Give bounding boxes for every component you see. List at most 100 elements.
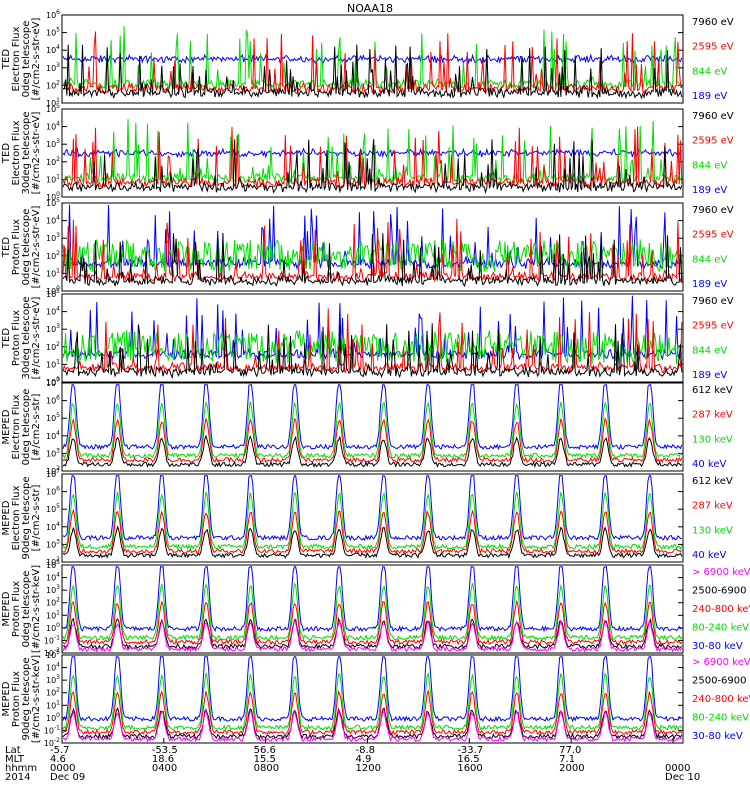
channel-label: 287 keV — [692, 410, 733, 421]
channel-label: 30-80 keV — [692, 731, 743, 742]
trace-red — [62, 600, 683, 646]
channel-label: 612 keV — [692, 385, 733, 396]
trace-red — [62, 126, 683, 190]
y-tick-label: 101 — [46, 699, 60, 710]
channel-label: 40 keV — [692, 459, 726, 470]
trace-green — [62, 329, 683, 365]
y-tick-label: 101 — [46, 173, 60, 184]
x-tick-label: 77.0 — [559, 745, 581, 756]
x-tick-label: 15.5 — [254, 754, 276, 765]
y-axis-label: TEDProton Flux0deg telescope[#/cm2-s-str… — [1, 206, 42, 289]
channel-label: 2595 eV — [692, 230, 734, 241]
channel-label: 189 eV — [692, 91, 727, 102]
x-tick-label: 16.5 — [457, 754, 479, 765]
y-tick-label: 102 — [46, 465, 60, 476]
channel-label: 2500-6900 — [692, 586, 747, 597]
channel-label: 80-240 keV — [692, 713, 749, 724]
panel-6: 102 103 104 105 106 107 MEPEDElectron Flux90de… — [1, 468, 733, 567]
x-tick-label: -33.7 — [457, 745, 483, 756]
channel-label: 287 keV — [692, 501, 733, 512]
trace-black — [62, 434, 683, 468]
y-tick-label: 10-2 — [44, 647, 60, 658]
channel-label: 240-800 keV — [692, 604, 750, 615]
trace-red — [62, 308, 683, 375]
channel-label: 844 eV — [692, 66, 727, 77]
x-tick-label: 4.6 — [50, 754, 66, 765]
trace-black — [62, 707, 683, 740]
trace-green — [62, 671, 683, 732]
x-tick-label: Dec 10 — [665, 772, 700, 783]
y-axis-label: MEPEDProton Flux90deg telescope[#/cm2-s-… — [1, 655, 42, 743]
x-row-label: hhmm — [5, 763, 37, 774]
y-tick-label: 103 — [46, 447, 60, 458]
trace-green — [62, 582, 683, 642]
x-tick-label: 56.6 — [254, 745, 276, 756]
y-tick-label: 103 — [46, 538, 60, 549]
y-tick-label: 101 — [46, 609, 60, 620]
x-row-label: 2014 — [5, 772, 30, 783]
trace-green — [62, 400, 683, 460]
y-tick-label: 101 — [46, 97, 60, 108]
x-tick-label: 2000 — [559, 763, 584, 774]
panel-2: 100 101 102 103 104 105 TEDElectron Flux30deg … — [1, 103, 734, 202]
panel-frame — [61, 382, 684, 472]
channel-label: 130 keV — [692, 434, 733, 445]
trace-magenta — [62, 619, 683, 653]
y-tick-label: 103 — [46, 62, 60, 73]
channel-label: 7960 eV — [692, 17, 734, 28]
y-tick-label: 105 — [46, 27, 60, 38]
trace-blue — [62, 53, 683, 65]
channel-label: 612 keV — [692, 476, 733, 487]
x-tick-label: 0800 — [254, 763, 279, 774]
channel-label: 240-800 keV — [692, 694, 750, 705]
y-tick-label: 102 — [46, 687, 60, 698]
x-row-label: MLT — [5, 754, 25, 765]
channel-label: 2595 eV — [692, 136, 734, 147]
y-axis-label: MEPEDElectron Flux0deg telescope[#/cm2-s… — [1, 389, 42, 466]
y-tick-label: 105 — [46, 649, 60, 660]
x-tick-label: 0000 — [665, 763, 690, 774]
channel-label: 189 eV — [692, 370, 727, 381]
trace-red — [62, 690, 683, 736]
y-tick-label: 104 — [46, 215, 60, 226]
y-tick-label: 105 — [46, 503, 60, 514]
panel-frame — [61, 202, 684, 292]
y-axis-label: TEDProton Flux30deg telescope[#/cm2-s-st… — [1, 296, 42, 379]
x-tick-label: -8.8 — [356, 745, 376, 756]
y-tick-label: 103 — [46, 323, 60, 334]
x-tick-label: 7.1 — [559, 754, 575, 765]
y-tick-label: 102 — [46, 556, 60, 567]
channel-label: 189 eV — [692, 279, 727, 290]
y-tick-label: 101 — [46, 267, 60, 278]
channel-label: 7960 eV — [692, 111, 734, 122]
y-tick-label: 100 — [46, 285, 60, 296]
y-tick-label: 104 — [46, 572, 60, 583]
trace-red — [62, 416, 683, 464]
channel-label: 30-80 keV — [692, 641, 743, 652]
channel-label: 2595 eV — [692, 42, 734, 53]
panel-frame — [61, 108, 684, 198]
channel-label: 80-240 keV — [692, 623, 749, 634]
y-tick-label: 103 — [46, 232, 60, 243]
trace-green — [62, 491, 683, 551]
y-axis-label: TEDElectron Flux30deg telescope[#/cm2-s-… — [1, 111, 42, 194]
y-tick-label: 102 — [46, 341, 60, 352]
x-row-label: Lat — [5, 745, 21, 756]
y-tick-label: 100 — [46, 191, 60, 202]
channel-label: 7960 eV — [692, 296, 734, 307]
y-tick-label: 102 — [46, 156, 60, 167]
x-tick-label: 0400 — [152, 763, 177, 774]
y-tick-label: 104 — [46, 430, 60, 441]
x-tick-label: -5.7 — [50, 745, 70, 756]
y-axis-label: MEPEDElectron Flux90deg telescope[#/cm2-… — [1, 476, 42, 559]
y-tick-label: 10-1 — [44, 634, 60, 645]
y-tick-label: 107 — [46, 377, 60, 388]
y-tick-label: 101 — [46, 358, 60, 369]
trace-blue — [62, 566, 683, 633]
trace-black — [62, 232, 683, 287]
panel-frame — [61, 473, 684, 563]
y-axis-label: TEDElectron Flux0deg telescope[#/cm2-s-s… — [1, 18, 42, 101]
